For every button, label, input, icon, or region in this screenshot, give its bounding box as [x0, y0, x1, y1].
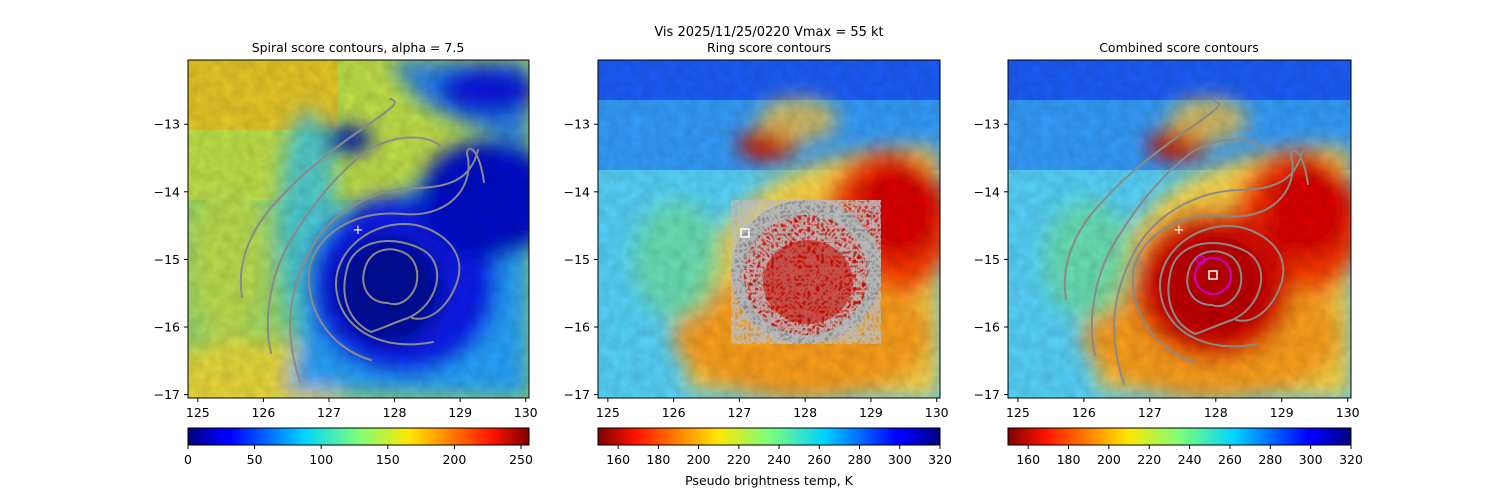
radius-circle — [1194, 257, 1232, 295]
y-axis-spiral: −13 −14 −15 −16 −17 — [154, 117, 188, 402]
colorbar-tick-label: 280 — [848, 452, 872, 467]
x-tick-label: 125 — [1006, 405, 1030, 420]
colorbar-tick-label: 300 — [1299, 452, 1323, 467]
colorbar-tick-label: 100 — [309, 452, 333, 467]
y-tick-label: −16 — [154, 320, 180, 335]
x-tick-label: 129 — [448, 405, 472, 420]
colorbar-ticks-ring: 160 180 200 220 240 260 280 300 320 — [606, 445, 952, 467]
colorbar-tick-label: 160 — [606, 452, 630, 467]
center-plus-marker: + — [353, 223, 364, 238]
x-tick-label: 129 — [1270, 405, 1294, 420]
colorbar-tick-label: 200 — [1097, 452, 1121, 467]
y-tick-label: −17 — [564, 387, 590, 402]
y-tick-label: −14 — [974, 184, 1000, 199]
x-axis-spiral: 125 126 127 128 129 130 — [186, 398, 538, 420]
x-tick-label: 126 — [1072, 405, 1096, 420]
colorbar-spiral — [187, 427, 530, 446]
figure-suptitle: Vis 2025/11/25/0220 Vmax = 55 kt — [654, 25, 883, 40]
x-tick-label: 129 — [859, 405, 883, 420]
ring-square-marker — [740, 228, 750, 238]
colorbar-tick-label: 300 — [888, 452, 912, 467]
x-tick-label: 125 — [596, 405, 620, 420]
panel-title-spiral: Spiral score contours, alpha = 7.5 — [252, 40, 465, 55]
x-axis-combined: 125 126 127 128 129 130 — [1006, 398, 1360, 420]
y-tick-label: −14 — [154, 184, 180, 199]
x-tick-label: 130 — [925, 405, 949, 420]
axes-frame-combined — [1007, 59, 1352, 399]
colorbar-ticks-spiral: 0 50 100 150 200 250 — [184, 445, 533, 467]
x-tick-label: 126 — [662, 405, 686, 420]
radius-circle-detail — [1196, 255, 1206, 265]
ring-score-dense-contours — [731, 200, 881, 344]
panel-spiral: Spiral score contours, alpha = 7.5 + — [154, 40, 538, 467]
colorbar-tick-label: 250 — [509, 452, 533, 467]
colorbar-tick-label: 150 — [376, 452, 400, 467]
x-tick-label: 128 — [793, 405, 817, 420]
x-tick-label: 130 — [514, 405, 538, 420]
y-tick-label: −15 — [154, 252, 180, 267]
x-tick-label: 128 — [1204, 405, 1228, 420]
x-tick-label: 125 — [186, 405, 210, 420]
colorbar-tick-label: 320 — [928, 452, 952, 467]
colorbar-tick-label: 200 — [442, 452, 466, 467]
colorbar-tick-label: 260 — [1218, 452, 1242, 467]
y-tick-label: −17 — [974, 387, 1000, 402]
y-axis-ring: −13 −14 −15 −16 −17 — [564, 117, 598, 402]
y-tick-label: −14 — [564, 184, 590, 199]
colorbar-tick-label: 180 — [1057, 452, 1081, 467]
colorbar-ticks-combined: 160 180 200 220 240 260 280 300 320 — [1016, 445, 1363, 467]
x-tick-label: 130 — [1336, 405, 1360, 420]
colorbar-tick-label: 320 — [1339, 452, 1363, 467]
center-plus-marker: + — [1174, 223, 1185, 238]
y-tick-label: −16 — [564, 320, 590, 335]
axes-frame-spiral — [187, 59, 530, 399]
axes-frame-ring — [597, 59, 941, 399]
colorbar-combined — [1007, 427, 1352, 446]
y-tick-label: −13 — [564, 117, 590, 132]
x-axis-ring: 125 126 127 128 129 130 — [596, 398, 949, 420]
panel-title-combined: Combined score contours — [1099, 40, 1259, 55]
combined-square-marker — [1208, 270, 1218, 280]
x-tick-label: 128 — [383, 405, 407, 420]
satellite-image-combined: + — [1008, 60, 1351, 398]
colorbar-tick-label: 220 — [727, 452, 751, 467]
x-tick-label: 127 — [727, 405, 751, 420]
colorbar-tick-label: 160 — [1016, 452, 1040, 467]
y-axis-combined: −13 −14 −15 −16 −17 — [974, 117, 1008, 402]
y-tick-label: −15 — [564, 252, 590, 267]
colorbar-tick-label: 280 — [1258, 452, 1282, 467]
x-tick-label: 127 — [1138, 405, 1162, 420]
colorbar-ring — [597, 427, 941, 446]
panel-combined: Combined score contours + — [974, 40, 1363, 467]
panel-ring: Ring score contours — [564, 40, 952, 488]
colorbar-tick-label: 180 — [646, 452, 670, 467]
colorbar-tick-label: 200 — [687, 452, 711, 467]
y-tick-label: −17 — [154, 387, 180, 402]
x-tick-label: 127 — [317, 405, 341, 420]
colorbar-tick-label: 220 — [1137, 452, 1161, 467]
y-tick-label: −13 — [974, 117, 1000, 132]
satellite-image-spiral: + — [188, 60, 529, 398]
colorbar-tick-label: 240 — [767, 452, 791, 467]
satellite-image-ring — [598, 60, 940, 398]
colorbar-tick-label: 240 — [1178, 452, 1202, 467]
x-tick-label: 126 — [251, 405, 275, 420]
panel-title-ring: Ring score contours — [707, 40, 831, 55]
y-tick-label: −16 — [974, 320, 1000, 335]
colorbar-tick-label: 50 — [247, 452, 263, 467]
y-tick-label: −13 — [154, 117, 180, 132]
y-tick-label: −15 — [974, 252, 1000, 267]
colorbar-tick-label: 0 — [184, 452, 192, 467]
colorbar-label: Pseudo brightness temp, K — [685, 473, 854, 488]
colorbar-tick-label: 260 — [807, 452, 831, 467]
